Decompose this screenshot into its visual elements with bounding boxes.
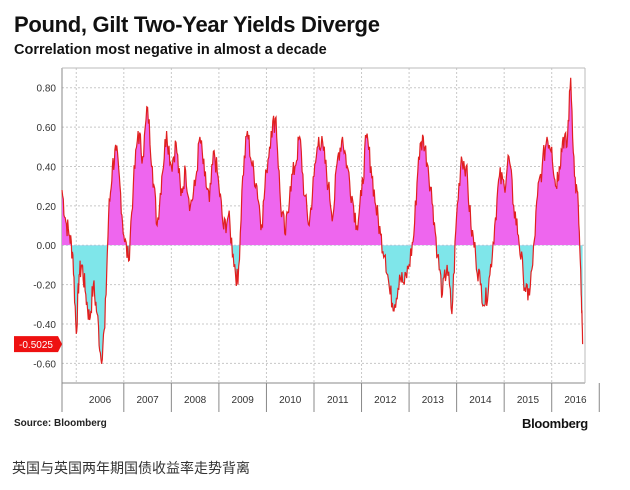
x-tick-label: 2016 [564,395,587,406]
x-tick-label: 2015 [517,395,540,406]
y-tick-label: 0.60 [37,123,57,134]
x-tick-label: 2014 [469,395,492,406]
negative-area [62,245,583,364]
y-tick-label: 0.40 [37,162,57,173]
x-tick-label: 2008 [184,395,207,406]
x-tick-label: 2011 [327,395,349,406]
positive-area [62,77,580,246]
x-tick-label: 2007 [136,395,159,406]
y-tick-label: -0.20 [33,281,56,292]
x-tick-label: 2010 [279,395,302,406]
x-tick-label: 2009 [232,395,255,406]
brand-logo: Bloomberg [522,416,588,431]
chart-subtitle: Correlation most negative in almost a de… [14,42,327,58]
value-callout-label: -0.5025 [19,340,53,351]
value-callout-arrow [58,336,62,353]
x-tick-label: 2012 [374,395,397,406]
y-tick-label: -0.60 [33,359,56,370]
chart-title: Pound, Gilt Two-Year Yields Diverge [14,12,380,37]
y-tick-label: 0.00 [37,241,57,252]
x-tick-label: 2013 [422,395,445,406]
y-tick-label: -0.40 [33,320,56,331]
y-tick-label: 0.20 [37,202,57,213]
source-label: Source: Bloomberg [14,418,107,429]
y-tick-label: 0.80 [37,84,57,95]
series-line [61,77,584,364]
x-tick-label: 2006 [89,395,112,406]
caption-text: 英国与英国两年期国债收益率走势背离 [12,461,250,477]
value-callout [14,336,58,353]
